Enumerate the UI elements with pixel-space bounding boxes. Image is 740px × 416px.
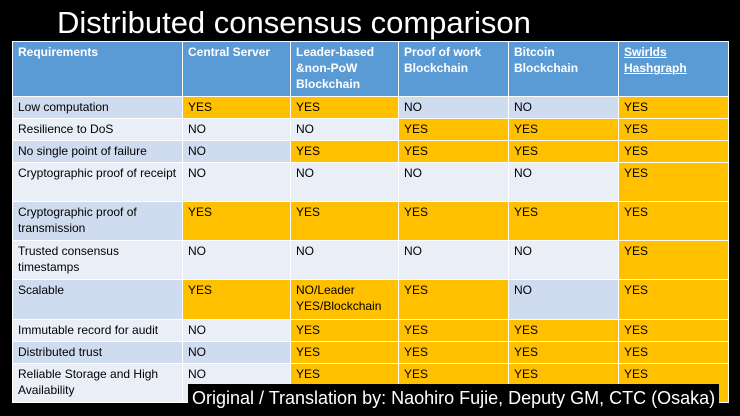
cell-value: YES (290, 140, 399, 163)
table-row: Distributed trust NO YES YES YES YES (12, 341, 729, 364)
cell-value: YES (398, 201, 509, 241)
comparison-table: Requirements Central Server Leader-based… (12, 41, 729, 403)
cell-value: NO (398, 162, 509, 202)
cell-value: NO (182, 240, 291, 280)
cell-value: YES (508, 201, 619, 241)
header-row: Requirements Central Server Leader-based… (12, 41, 729, 97)
row-label: Immutable record for audit (12, 319, 183, 342)
row-label: Low computation (12, 96, 183, 119)
table-row: Cryptographic proof of receipt NO NO NO … (12, 162, 729, 202)
cell-value: NO (398, 240, 509, 280)
cell-value: YES (618, 240, 729, 280)
cell-value: NO (508, 96, 619, 119)
cell-value: YES (618, 201, 729, 241)
cell-value: NO (182, 319, 291, 342)
table-row: Resilience to DoS NO NO YES YES YES (12, 118, 729, 141)
cell-value: NO (182, 341, 291, 364)
cell-value: YES (290, 341, 399, 364)
cell-value: YES (290, 96, 399, 119)
cell-value: NO (508, 162, 619, 202)
cell-value: YES (508, 341, 619, 364)
cell-value: YES (618, 96, 729, 119)
header-leader-based-blockchain: Leader-based &non-PoW Blockchain (290, 41, 399, 97)
cell-value: YES (182, 201, 291, 241)
cell-value: NO (182, 118, 291, 141)
cell-value: YES (618, 162, 729, 202)
cell-value: NO (182, 140, 291, 163)
table-row: Trusted consensus timestamps NO NO NO NO… (12, 240, 729, 280)
table-row: Immutable record for audit NO YES YES YE… (12, 319, 729, 342)
cell-value: NO (508, 279, 619, 320)
cell-value: YES (618, 319, 729, 342)
cell-value: YES (508, 140, 619, 163)
cell-value: YES (398, 118, 509, 141)
row-label: Cryptographic proof of transmission (12, 201, 183, 241)
row-label: Distributed trust (12, 341, 183, 364)
translation-credit: Original / Translation by: Naohiro Fujie… (188, 384, 720, 414)
cell-value: NO (290, 118, 399, 141)
table-row: Cryptographic proof of transmission YES … (12, 201, 729, 241)
cell-value: NO (398, 96, 509, 119)
cell-value: YES (618, 118, 729, 141)
cell-value: NO (290, 240, 399, 280)
header-central-server: Central Server (182, 41, 291, 97)
table-row: Scalable YES NO/Leader YES/Blockchain YE… (12, 279, 729, 320)
cell-value: YES (290, 319, 399, 342)
cell-value: NO (290, 162, 399, 202)
cell-value: YES (398, 341, 509, 364)
cell-value: NO/Leader YES/Blockchain (290, 279, 399, 320)
cell-value: YES (508, 118, 619, 141)
row-label: Scalable (12, 279, 183, 320)
cell-value: YES (618, 341, 729, 364)
cell-value: YES (290, 201, 399, 241)
cell-value: YES (508, 319, 619, 342)
table-row: No single point of failure NO YES YES YE… (12, 140, 729, 163)
row-label: Resilience to DoS (12, 118, 183, 141)
cell-value: YES (182, 96, 291, 119)
row-label: No single point of failure (12, 140, 183, 163)
cell-value: YES (398, 140, 509, 163)
cell-value: YES (398, 319, 509, 342)
header-swirlds-hashgraph-link[interactable]: Swirlds Hashgraph (618, 41, 729, 97)
cell-value: YES (398, 279, 509, 320)
cell-value: NO (182, 162, 291, 202)
cell-value: YES (182, 279, 291, 320)
slide-title: Distributed consensus comparison (57, 5, 531, 40)
header-bitcoin-blockchain: Bitcoin Blockchain (508, 41, 619, 97)
header-proof-of-work-blockchain: Proof of work Blockchain (398, 41, 509, 97)
row-label: Reliable Storage and High Availability (12, 363, 183, 403)
row-label: Trusted consensus timestamps (12, 240, 183, 280)
cell-value: NO (508, 240, 619, 280)
cell-value: YES (618, 140, 729, 163)
cell-value: YES (618, 279, 729, 320)
table-row: Low computation YES YES NO NO YES (12, 96, 729, 119)
header-requirements: Requirements (12, 41, 183, 97)
row-label: Cryptographic proof of receipt (12, 162, 183, 202)
